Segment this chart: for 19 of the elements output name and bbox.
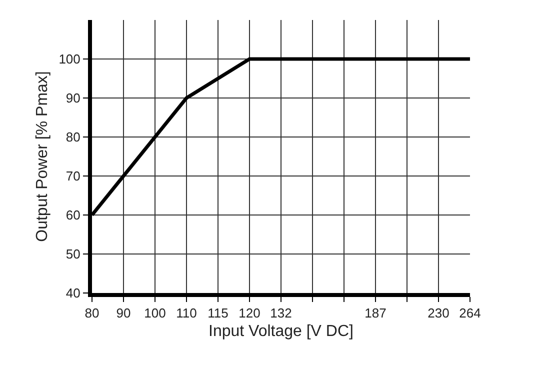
x-tick-label: 132 (270, 306, 292, 321)
x-tick-label: 187 (364, 306, 386, 321)
x-tick-label: 100 (144, 306, 166, 321)
y-tick-label: 60 (66, 208, 80, 223)
x-tick-label: 115 (208, 306, 228, 321)
x-tick-label: 110 (176, 306, 197, 321)
x-tick-label: 264 (459, 306, 481, 321)
x-tick-label: 120 (238, 306, 260, 321)
y-tick-label: 50 (66, 246, 80, 262)
x-axis-title: Input Voltage [V DC] (208, 322, 354, 340)
y-tick-label: 100 (58, 52, 80, 67)
x-tick-label: 230 (428, 306, 450, 321)
y-tick-label: 70 (66, 168, 80, 184)
x-tick-label: 80 (84, 306, 100, 321)
y-tick-label: 90 (66, 90, 80, 106)
y-tick-label: 40 (66, 286, 80, 301)
y-tick-label: 80 (66, 130, 80, 145)
y-axis-title: Output Power [% Pmax] (34, 71, 52, 242)
x-tick-label: 90 (116, 306, 131, 321)
